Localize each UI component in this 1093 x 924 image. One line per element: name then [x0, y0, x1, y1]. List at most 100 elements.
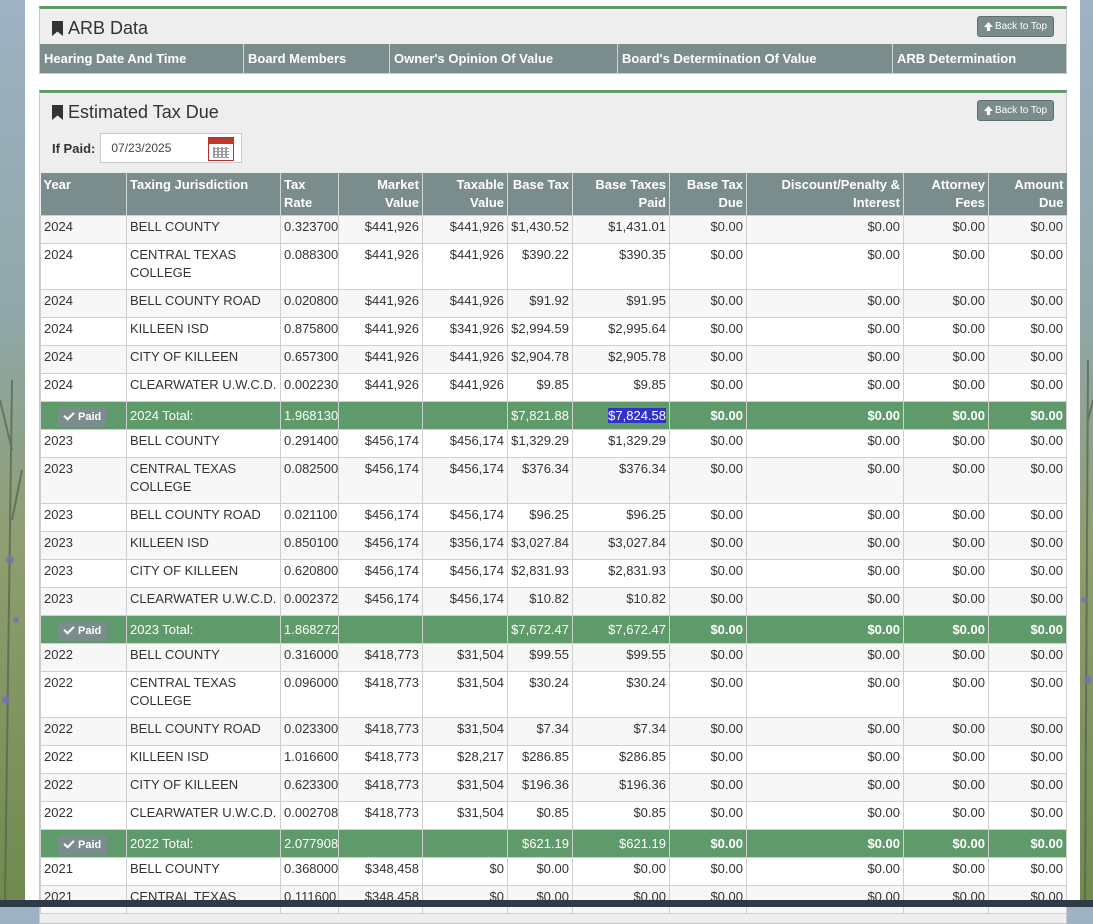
due-cell: $0.00: [669, 429, 747, 458]
rate-cell: 0.020800: [280, 289, 339, 318]
due-cell: $0.00: [669, 643, 747, 672]
total-amt-cell: $0.00: [988, 615, 1067, 644]
disc-cell: $0.00: [746, 717, 904, 746]
base-cell: $1,329.29: [507, 429, 573, 458]
total-due-cell: $0.00: [669, 829, 747, 858]
disc-cell: $0.00: [746, 317, 904, 346]
jurisdiction-cell: BELL COUNTY: [126, 857, 281, 886]
due-cell: $0.00: [669, 857, 747, 886]
amt-cell: $0.00: [988, 671, 1067, 718]
disc-cell: $0.00: [746, 857, 904, 886]
arb-col-owner-opinion: Owner's Opinion Of Value: [390, 44, 618, 73]
if-paid-date-input[interactable]: 07/23/2025: [100, 133, 243, 163]
jurisdiction-cell: CENTRAL TEXAS COLLEGE: [126, 457, 281, 504]
bottom-scroll-bar[interactable]: [0, 900, 1093, 907]
amt-cell: $0.00: [988, 429, 1067, 458]
tax-due-table: Year Taxing Jurisdiction Tax Rate Market…: [40, 173, 1067, 914]
market-cell: $418,773: [338, 801, 423, 830]
table-row: 2022 BELL COUNTY ROAD 0.023300 $418,773 $31,…: [40, 717, 1067, 746]
table-row: 2024 BELL COUNTY ROAD 0.020800 $441,926 $441…: [40, 289, 1067, 318]
col-tax-rate: Tax Rate: [280, 173, 339, 216]
rate-cell: 0.323700: [280, 215, 339, 244]
amt-cell: $0.00: [988, 717, 1067, 746]
paid-cell: $390.35: [572, 243, 670, 290]
back-to-top-button[interactable]: Back to Top: [977, 100, 1054, 121]
total-disc-cell: $0.00: [746, 615, 904, 644]
table-row: 2024 BELL COUNTY 0.323700 $441,926 $441,926 $…: [40, 215, 1067, 244]
disc-cell: $0.00: [746, 587, 904, 616]
atty-cell: $0.00: [903, 717, 989, 746]
taxable-cell: $356,174: [422, 531, 508, 560]
atty-cell: $0.00: [903, 429, 989, 458]
disc-cell: $0.00: [746, 429, 904, 458]
paid-cell: $196.36: [572, 773, 670, 802]
total-due-cell: $0.00: [669, 401, 747, 430]
market-cell: $348,458: [338, 857, 423, 886]
taxable-cell: $441,926: [422, 215, 508, 244]
base-cell: $96.25: [507, 503, 573, 532]
rate-cell: 0.291400: [280, 429, 339, 458]
if-paid-label: If Paid:: [52, 140, 96, 156]
amt-cell: $0.00: [988, 587, 1067, 616]
tax-table-header: Year Taxing Jurisdiction Tax Rate Market…: [40, 173, 1067, 216]
market-cell: $441,926: [338, 317, 423, 346]
jurisdiction-cell: KILLEEN ISD: [126, 317, 281, 346]
arb-data-title-text: ARB Data: [68, 18, 149, 38]
total-base-cell: $7,821.88: [507, 401, 573, 430]
col-year: Year: [40, 173, 127, 216]
market-cell: $418,773: [338, 773, 423, 802]
rate-cell: 0.316000: [280, 643, 339, 672]
atty-cell: $0.00: [903, 373, 989, 402]
taxable-cell: $31,504: [422, 671, 508, 718]
taxable-cell: $31,504: [422, 643, 508, 672]
paid-cell: $0.00: [572, 857, 670, 886]
year-cell: 2024: [40, 317, 127, 346]
atty-cell: $0.00: [903, 559, 989, 588]
year-cell: 2022: [40, 745, 127, 774]
jurisdiction-cell: CITY OF KILLEEN: [126, 773, 281, 802]
paid-status-cell: Paid: [40, 401, 127, 430]
jurisdiction-cell: BELL COUNTY: [126, 643, 281, 672]
taxable-cell: $456,174: [422, 559, 508, 588]
table-row: 2022 CITY OF KILLEEN 0.623300 $418,773 $31,5…: [40, 773, 1067, 802]
due-cell: $0.00: [669, 801, 747, 830]
year-cell: 2024: [40, 373, 127, 402]
total-disc-cell: $0.00: [746, 829, 904, 858]
checkmark-icon: [63, 837, 75, 849]
atty-cell: $0.00: [903, 773, 989, 802]
total-amt-cell: $0.00: [988, 401, 1067, 430]
col-taxable-value: Taxable Value: [422, 173, 508, 216]
market-cell: $418,773: [338, 745, 423, 774]
estimated-tax-panel: Estimated Tax Due Back to Top If Paid: 0…: [39, 90, 1067, 924]
disc-cell: $0.00: [746, 215, 904, 244]
disc-cell: $0.00: [746, 671, 904, 718]
disc-cell: $0.00: [746, 373, 904, 402]
rate-cell: 0.657300: [280, 345, 339, 374]
jurisdiction-cell: CLEARWATER U.W.C.D.: [126, 373, 281, 402]
arb-col-arb-determination: ARB Determination: [897, 51, 1017, 66]
amt-cell: $0.00: [988, 503, 1067, 532]
amt-cell: $0.00: [988, 289, 1067, 318]
back-to-top-button[interactable]: Back to Top: [977, 16, 1054, 37]
total-paid-cell: $7,672.47: [572, 615, 670, 644]
base-cell: $2,831.93: [507, 559, 573, 588]
taxable-cell: $31,504: [422, 801, 508, 830]
due-cell: $0.00: [669, 373, 747, 402]
year-total-row: Paid 2023 Total: 1.868272 $7,672.47 $7,672.4…: [40, 615, 1067, 644]
jurisdiction-cell: BELL COUNTY ROAD: [126, 503, 281, 532]
paid-cell: $2,831.93: [572, 559, 670, 588]
market-cell: $456,174: [338, 429, 423, 458]
jurisdiction-cell: CITY OF KILLEEN: [126, 559, 281, 588]
rate-cell: 0.002372: [280, 587, 339, 616]
atty-cell: $0.00: [903, 345, 989, 374]
calendar-icon[interactable]: [208, 137, 235, 161]
paid-cell: $1,431.01: [572, 215, 670, 244]
arb-data-panel: ARB Data Back to Top Hearing Date And Ti…: [39, 6, 1067, 74]
year-cell: 2023: [40, 559, 127, 588]
rate-cell: 1.016600: [280, 745, 339, 774]
rate-cell: 0.088300: [280, 243, 339, 290]
total-rate-cell: 2.077908: [280, 829, 339, 858]
col-base-tax-due: Base Tax Due: [669, 173, 747, 216]
year-cell: 2022: [40, 643, 127, 672]
table-row: 2023 BELL COUNTY 0.291400 $456,174 $456,174 $…: [40, 429, 1067, 458]
